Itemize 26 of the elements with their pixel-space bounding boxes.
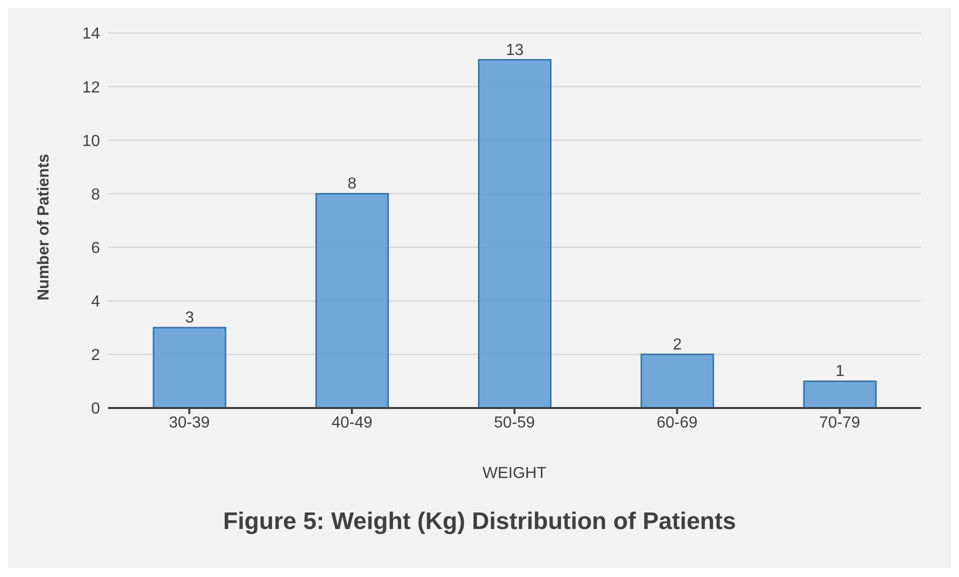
data-label: 1 — [835, 363, 844, 380]
data-label: 8 — [348, 176, 357, 193]
x-axis-title: WEIGHT — [482, 465, 547, 482]
x-tick-label: 30-39 — [168, 414, 210, 432]
y-tick-label: 14 — [82, 26, 100, 43]
x-tick-label: 40-49 — [331, 414, 372, 432]
y-tick-label: 12 — [82, 79, 100, 96]
x-tick-label: 70-79 — [819, 414, 860, 432]
data-label: 13 — [506, 42, 524, 59]
bar — [315, 192, 389, 408]
x-tick-label: 60-69 — [656, 414, 698, 432]
y-axis-title: Number of Patients — [36, 154, 53, 300]
y-tick-label: 6 — [91, 240, 100, 257]
data-label: 2 — [672, 336, 682, 354]
bar — [152, 326, 226, 408]
bar — [478, 59, 552, 408]
y-tick-label: 8 — [91, 186, 100, 204]
x-tick-label: 50-59 — [494, 414, 536, 432]
bar — [803, 380, 877, 408]
y-tick-label: 4 — [91, 294, 100, 311]
data-label: 3 — [185, 310, 194, 327]
y-tick-label: 0 — [91, 400, 100, 418]
y-tick-label: 2 — [91, 347, 100, 364]
y-tick-label: 10 — [82, 132, 100, 150]
text: Figure 5: Weight (Kg) Distribution of Patients — [222, 508, 737, 536]
bar — [640, 354, 714, 408]
